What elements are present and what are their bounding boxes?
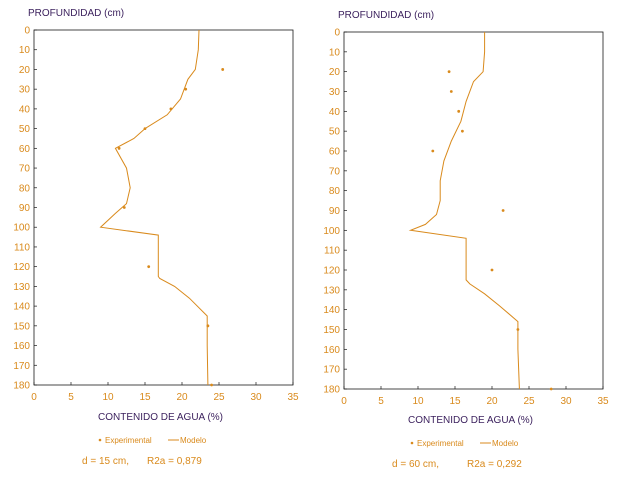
x-tick-label: 10 — [412, 396, 424, 407]
y-tick-label: 120 — [323, 266, 340, 277]
y-tick-label: 90 — [19, 203, 31, 214]
legend-modelo-label: Modelo — [492, 439, 519, 448]
x-tick-label: 0 — [341, 396, 347, 407]
y-tick-label: 80 — [19, 183, 31, 194]
y-axis-title: PROFUNDIDAD (cm) — [28, 8, 124, 19]
y-tick-label: 100 — [13, 223, 30, 234]
y-tick-label: 10 — [19, 45, 31, 56]
x-tick-label: 20 — [176, 392, 188, 403]
y-tick-label: 10 — [329, 47, 341, 58]
x-tick-label: 20 — [486, 396, 498, 407]
y-tick-label: 120 — [13, 262, 30, 273]
x-axis-title: CONTENIDO DE AGUA (%) — [408, 415, 533, 426]
y-tick-label: 110 — [14, 242, 30, 253]
y-tick-label: 80 — [329, 186, 341, 197]
x-tick-label: 35 — [287, 392, 299, 403]
y-tick-label: 170 — [13, 361, 30, 372]
y-tick-label: 180 — [13, 381, 30, 392]
x-tick-label: 15 — [449, 396, 461, 407]
y-tick-label: 20 — [19, 65, 31, 76]
x-tick-label: 5 — [68, 392, 74, 403]
y-tick-label: 100 — [323, 226, 340, 237]
experimental-point — [122, 206, 126, 209]
y-tick-label: 0 — [24, 26, 30, 37]
y-tick-label: 50 — [329, 127, 341, 138]
model-line — [99, 29, 209, 386]
x-tick-label: 35 — [597, 396, 609, 407]
y-tick-label: 30 — [329, 87, 341, 98]
y-tick-label: 130 — [13, 282, 30, 293]
legend-experimental-label: Experimental — [417, 439, 464, 448]
experimental-point — [457, 109, 461, 113]
legend-experimental-label: Experimental — [105, 436, 152, 445]
y-tick-label: 40 — [19, 104, 31, 115]
experimental-point — [449, 90, 453, 93]
y-tick-label: 0 — [334, 28, 340, 39]
y-tick-label: 90 — [329, 206, 341, 217]
y-tick-label: 180 — [323, 385, 340, 396]
x-axis-title: CONTENIDO DE AGUA (%) — [98, 412, 223, 423]
x-tick-label: 0 — [31, 392, 37, 403]
y-tick-label: 30 — [19, 85, 31, 96]
chart-panel-left: PROFUNDIDAD (cm)010203040506070809010011… — [13, 8, 299, 467]
x-tick-label: 25 — [523, 396, 535, 407]
experimental-point — [501, 209, 505, 212]
caption-depth: d = 15 cm, — [82, 456, 129, 467]
experimental-point — [221, 68, 225, 71]
caption-r2a: R2a = 0,879 — [147, 456, 202, 467]
plot-frame — [343, 31, 604, 390]
y-tick-label: 70 — [329, 166, 341, 177]
y-tick-label: 160 — [13, 341, 30, 352]
y-tick-label: 110 — [324, 246, 340, 257]
experimental-point — [447, 70, 451, 74]
x-tick-label: 10 — [102, 392, 114, 403]
experimental-point — [431, 149, 435, 153]
experimental-point — [516, 328, 520, 331]
y-tick-label: 40 — [329, 107, 341, 118]
plot-frame — [33, 29, 294, 386]
legend-experimental-marker — [98, 438, 102, 442]
y-tick-label: 170 — [323, 365, 340, 376]
experimental-point — [549, 387, 553, 391]
experimental-point — [147, 265, 151, 269]
x-tick-label: 5 — [378, 396, 384, 407]
legend-modelo-label: Modelo — [180, 436, 207, 445]
experimental-point — [169, 107, 173, 111]
x-tick-label: 30 — [560, 396, 572, 407]
caption-depth: d = 60 cm, — [392, 459, 439, 470]
experimental-point — [490, 268, 494, 272]
x-tick-label: 15 — [139, 392, 151, 403]
y-tick-label: 140 — [13, 302, 30, 313]
y-tick-label: 140 — [323, 305, 340, 316]
y-tick-label: 20 — [329, 67, 341, 78]
legend-experimental-marker — [410, 441, 414, 445]
y-tick-label: 50 — [19, 124, 31, 135]
x-tick-label: 30 — [250, 392, 262, 403]
chart-panel-right: PROFUNDIDAD (cm)010203040506070809010011… — [323, 10, 609, 470]
x-tick-label: 25 — [213, 392, 225, 403]
legend: Experimental Modelo — [410, 439, 519, 448]
y-tick-label: 150 — [13, 321, 30, 332]
caption-r2a: R2a = 0,292 — [467, 459, 522, 470]
model-line — [408, 32, 520, 390]
experimental-point — [143, 127, 147, 131]
experimental-point — [206, 324, 210, 328]
y-tick-label: 60 — [329, 147, 341, 158]
experimental-point — [117, 146, 121, 150]
y-tick-label: 60 — [19, 144, 31, 155]
y-tick-label: 150 — [323, 325, 340, 336]
y-tick-label: 160 — [323, 345, 340, 356]
experimental-point — [184, 87, 188, 91]
legend: Experimental Modelo — [98, 436, 207, 445]
y-tick-label: 70 — [19, 164, 31, 175]
experimental-point — [210, 383, 214, 387]
experimental-point — [461, 129, 464, 133]
y-tick-label: 130 — [323, 285, 340, 296]
y-axis-title: PROFUNDIDAD (cm) — [338, 10, 434, 21]
